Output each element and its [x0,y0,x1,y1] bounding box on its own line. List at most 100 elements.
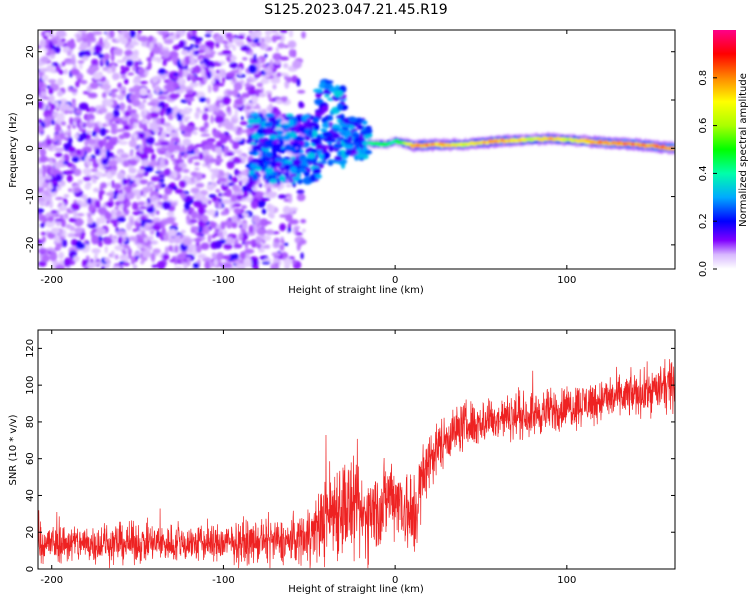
spectrogram-turbulence [284,159,295,165]
spectrogram-speckle [169,93,179,100]
snr-ytick-label: 100 [25,376,36,395]
spectrogram-speckle [73,187,82,192]
spectrogram-speckle [117,82,122,89]
spectrogram-speckle [45,220,55,228]
spectrogram-speckle [132,201,139,211]
spectrogram-speckle [292,60,302,69]
spectrogram-speckle [56,113,65,122]
spectrogram-speckle [193,192,202,200]
spectrogram-speckle [38,210,42,215]
spectrogram-speckle [162,122,171,127]
spectrogram-speckle [225,32,233,37]
spectrogram-speckle [168,245,173,252]
spectrogram-speckle [75,108,82,115]
spectrogram-speckle [104,245,108,254]
spectrogram-turbulence [292,158,302,166]
colorbar-tick-label: 0.8 [698,70,709,86]
spectrogram-speckle [54,162,61,170]
spectrogram-speckle [142,249,152,258]
spectrogram-speckle [138,179,149,185]
spectrogram-speckle [180,229,186,234]
spectrogram-speckle [217,133,227,139]
spectrogram-speckle [142,146,153,154]
spectrogram-turbulence [320,128,328,133]
spectrogram-speckle [145,136,155,145]
spectrogram-speckle [252,215,261,224]
spectrogram-speckle [184,46,194,51]
spectrogram-speckle [145,66,151,71]
spectrogram-speckle [137,132,146,139]
spectrogram-speckle [142,99,147,103]
spectrogram-marks [38,30,675,269]
spectrogram-speckle [137,30,142,34]
spectrogram-speckle [244,83,254,87]
spectrogram-speckle [136,35,142,39]
spectrogram-speckle [216,155,222,159]
snr-ytick-label: 80 [25,416,36,429]
spectrogram-speckle [236,73,246,78]
spectrogram-speckle [118,236,123,245]
spectrogram-speckle [207,234,212,244]
spectrogram-speckle [239,251,247,260]
spectrogram-frame [37,29,676,270]
spectrogram-speckle [196,107,201,112]
spectrogram-speckle [170,131,179,138]
spectrogram-speckle [102,66,109,72]
spectrogram-speckle [271,35,278,43]
spectrogram-speckle [115,227,119,233]
spectrogram-speckle [46,138,52,146]
spectrogram-speckle [80,79,88,85]
spectrogram-speckle [127,72,135,76]
spectrogram-speckle [189,219,198,223]
spectrogram-speckle [63,258,72,267]
spectrogram-speckle [93,44,103,54]
spectrogram-speckle [59,132,65,139]
spectrogram-speckle [90,258,94,263]
spectrogram-speckle [218,83,225,87]
spectrogram-speckle [280,239,285,244]
spectrogram-speckle [114,245,125,251]
spectrogram-speckle [232,128,236,132]
spectrogram-speckle [87,39,96,43]
spectrogram-speckle [87,213,92,219]
spectrogram-speckle [200,57,203,62]
spectrogram-speckle [87,260,97,269]
spectrogram-speckle [103,38,108,45]
figure-title: S125.2023.047.21.45.R19 [264,2,447,18]
spectrogram-speckle [195,245,202,253]
spectrogram-speckle [163,38,174,45]
spectrogram-speckle [238,129,247,134]
spectrogram-speckle [206,209,216,216]
spectrogram-speckle [42,181,48,189]
spectrogram-speckle [299,239,307,245]
spectrogram-speckle [92,71,103,80]
spectrogram-speckle [122,177,127,186]
spectrogram-speckle [154,221,162,226]
spectrogram-speckle [77,78,81,83]
spectrogram-speckle [281,96,288,103]
spectrogram-turbulence [252,144,260,150]
colorbar-ticks: 0.0 0.2 0.4 0.6 0.8 [698,70,717,277]
spectrogram-turbulence [252,124,260,129]
spectrogram-speckle [38,239,44,245]
spectrogram-speckle [202,112,209,121]
spectrogram-speckle [265,90,273,94]
spectrogram-speckle [62,161,70,165]
spectrogram-speckle [75,149,82,157]
spectrogram-speckle [48,250,52,254]
spectrogram-speckle [88,158,97,162]
colorbar-tick-label: 0.2 [698,213,709,229]
spectrogram-speckle [139,80,149,85]
spectrogram-speckle [203,225,210,235]
spectrogram-speckle [185,125,195,133]
spectrogram-speckle [86,197,93,205]
spectrogram-turbulence [321,105,329,112]
spectrogram-speckle [279,33,286,43]
spectrogram-speckle [93,187,99,193]
spectrogram-speckle [91,177,97,184]
spectrogram-speckle [214,210,219,218]
spectrogram-turbulence [335,85,340,90]
spectrogram-speckle [193,127,199,131]
spectrogram-speckle [238,34,245,40]
spectrogram-speckle [198,96,207,103]
